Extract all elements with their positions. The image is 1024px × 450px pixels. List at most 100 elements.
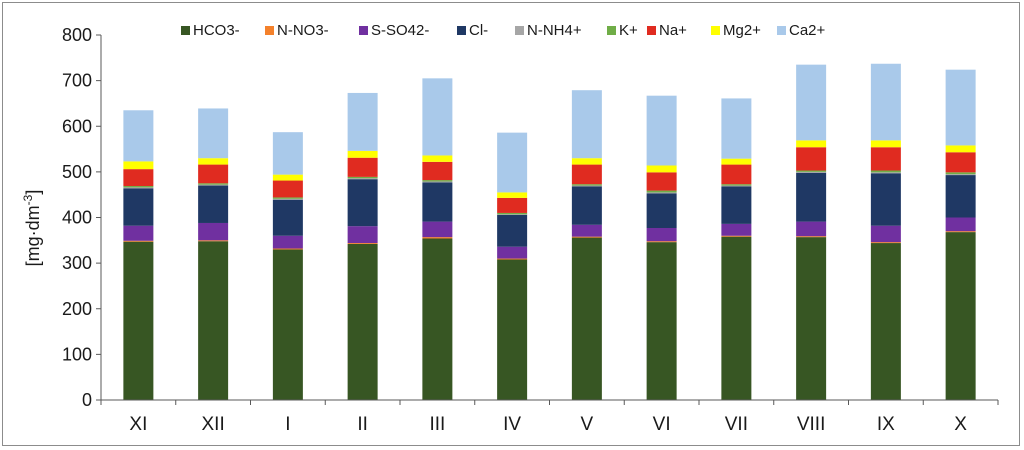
legend-item: N-NO3- xyxy=(265,22,329,39)
bar-segment xyxy=(422,182,453,222)
legend-swatch xyxy=(777,26,786,35)
bar-segment xyxy=(497,192,528,198)
bar-segment xyxy=(347,226,378,244)
bar-segment xyxy=(571,186,602,225)
bar-segment xyxy=(870,173,901,226)
bar-stack xyxy=(870,63,901,400)
bar-stack xyxy=(796,64,827,400)
bar-segment xyxy=(272,180,303,198)
bar-segment xyxy=(422,155,453,162)
bar-segment xyxy=(571,224,602,237)
bar-segment xyxy=(347,157,378,177)
y-axis-label-sup: -3 xyxy=(21,194,35,205)
y-axis-label-close: ] xyxy=(23,190,43,195)
bar-segment xyxy=(497,214,528,247)
y-tick-label: 400 xyxy=(62,208,92,228)
bar-segment xyxy=(422,161,453,181)
bar-segment xyxy=(497,258,528,260)
bar-segment xyxy=(422,181,453,183)
x-tick-label: VIII xyxy=(797,414,826,435)
bar-segment xyxy=(272,199,303,236)
legend-item: S-SO42- xyxy=(359,22,429,39)
y-tick-label: 800 xyxy=(62,25,92,45)
legend-swatch xyxy=(515,26,524,35)
bar-segment xyxy=(198,108,229,159)
y-tick-label: 0 xyxy=(82,390,92,410)
legend-label: N-NO3- xyxy=(277,22,329,39)
bar-segment xyxy=(870,140,901,148)
bar-segment xyxy=(945,145,976,153)
bar-segment xyxy=(945,152,976,173)
y-tick-label: 200 xyxy=(62,299,92,319)
legend-label: N-NH4+ xyxy=(527,22,582,39)
bar-segment xyxy=(721,186,752,224)
legend-swatch xyxy=(607,26,616,35)
bar-stack xyxy=(123,110,154,400)
legend-label: HCO3- xyxy=(193,22,240,39)
bar-segment xyxy=(198,164,229,184)
bar-segment xyxy=(945,231,976,233)
bar-stack xyxy=(945,69,976,400)
bar-segment xyxy=(422,180,453,182)
x-tick-label: VII xyxy=(725,414,748,435)
bar-segment xyxy=(571,185,602,187)
x-tick-label: II xyxy=(357,414,368,435)
bar-segment xyxy=(571,164,602,185)
bar-segment xyxy=(347,150,378,158)
bar-segment xyxy=(721,223,752,236)
x-tick-label: XII xyxy=(202,414,225,435)
bar-segment xyxy=(646,227,677,242)
legend-swatch xyxy=(457,26,466,35)
bar-segment xyxy=(945,69,976,146)
x-tick-label: III xyxy=(429,414,445,435)
y-axis: 0 100 200 300 400 500 600 700 800 xyxy=(62,25,102,410)
legend-swatch xyxy=(711,26,720,35)
bar-segment xyxy=(422,78,453,156)
bar-segment xyxy=(646,172,677,191)
legend-item: Ca2+ xyxy=(777,22,826,39)
bar-segment xyxy=(347,178,378,180)
bar-segment xyxy=(870,147,901,171)
bar-segment xyxy=(945,232,976,400)
legend-item: K+ xyxy=(607,22,638,39)
bar-segment xyxy=(198,185,229,223)
bar-segment xyxy=(422,221,453,238)
bar-segment xyxy=(272,249,303,400)
bar-segment xyxy=(198,158,229,165)
y-axis-label: [mg·dm-3] xyxy=(21,190,43,267)
legend-label: Mg2+ xyxy=(723,22,761,39)
bar-segment xyxy=(123,187,154,189)
bar-stack xyxy=(198,108,229,400)
bar-segment xyxy=(123,225,154,241)
legend-swatch xyxy=(181,26,190,35)
bar-segment xyxy=(721,236,752,400)
bar-segment xyxy=(497,212,528,215)
bar-segment xyxy=(646,192,677,194)
bar-segment xyxy=(347,92,378,151)
legend-item: Mg2+ xyxy=(711,22,761,39)
bar-segment xyxy=(272,235,303,249)
bar-segment xyxy=(198,222,229,241)
bar-segment xyxy=(945,217,976,232)
legend-item: Na+ xyxy=(647,22,687,39)
bar-segment xyxy=(272,198,303,200)
bar-segment xyxy=(870,243,901,400)
bar-stack xyxy=(721,98,752,400)
bar-segment xyxy=(422,237,453,239)
bar-segment xyxy=(272,174,303,181)
bar-segment xyxy=(497,132,528,193)
bar-segment xyxy=(571,184,602,186)
bar-segment xyxy=(347,179,378,227)
bar-segment xyxy=(870,172,901,174)
legend-swatch xyxy=(265,26,274,35)
bar-segment xyxy=(571,158,602,165)
bar-segment xyxy=(646,241,677,243)
bar-segment xyxy=(272,248,303,250)
bar-segment xyxy=(497,246,528,259)
bar-segment xyxy=(646,190,677,193)
bar-stack xyxy=(422,78,453,400)
bar-segment xyxy=(123,186,154,188)
x-tick-label: IX xyxy=(877,414,895,435)
bar-segment xyxy=(198,183,229,185)
x-tick-label: V xyxy=(581,414,594,435)
